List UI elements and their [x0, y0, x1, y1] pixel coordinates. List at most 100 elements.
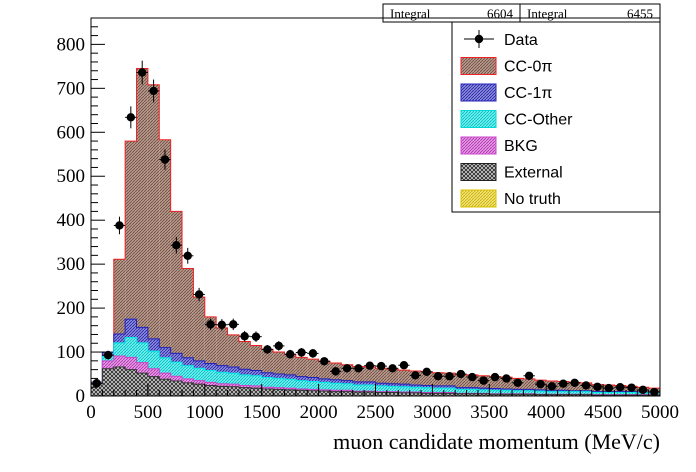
- data-point: [91, 379, 103, 388]
- legend-entry: BKG: [460, 136, 538, 155]
- x-axis-title: muon candidate momentum (MeV/c): [333, 429, 660, 454]
- bar: [466, 393, 478, 396]
- data-marker: [138, 68, 147, 77]
- data-point: [147, 79, 160, 103]
- legend-label: Data: [504, 32, 538, 49]
- data-marker: [547, 382, 557, 391]
- data-point: [386, 364, 399, 373]
- data-point: [398, 361, 410, 370]
- bar: [159, 139, 171, 396]
- bar: [375, 392, 387, 396]
- bar: [512, 394, 524, 396]
- stats-box-1: Integral 6604: [382, 3, 521, 23]
- bar: [273, 389, 285, 396]
- y-tick-label: 200: [57, 298, 86, 319]
- data-point: [500, 374, 513, 383]
- series-outline: [90, 318, 661, 396]
- data-point: [421, 367, 433, 377]
- legend-entry: External: [460, 163, 563, 182]
- bar: [182, 382, 194, 396]
- bar: [500, 377, 513, 396]
- data-marker: [92, 379, 101, 388]
- data-point: [523, 371, 535, 380]
- bar: [307, 381, 319, 396]
- data-point: [125, 106, 137, 129]
- bar: [364, 392, 376, 396]
- data-point: [648, 387, 660, 397]
- series-external: [90, 366, 661, 396]
- bar: [250, 388, 262, 396]
- bar: [443, 373, 456, 396]
- bar: [136, 373, 148, 396]
- legend-swatch: [460, 136, 497, 155]
- data-marker: [536, 379, 545, 389]
- data-marker: [581, 381, 591, 390]
- data-marker: [376, 361, 386, 371]
- data-marker: [342, 364, 352, 373]
- bar: [386, 369, 399, 396]
- data-point: [546, 382, 558, 391]
- bar: [534, 391, 547, 396]
- data-point: [113, 216, 126, 235]
- bar: [170, 381, 183, 396]
- data-marker: [468, 372, 477, 382]
- bar: [386, 392, 399, 396]
- stacked-bars: [90, 68, 661, 397]
- data-marker: [354, 364, 363, 373]
- data-marker: [365, 361, 375, 370]
- data-marker: [456, 369, 466, 379]
- y-tick-label: 100: [57, 342, 86, 363]
- bar: [295, 390, 308, 396]
- data-marker: [297, 348, 306, 357]
- data-point: [432, 372, 444, 381]
- data-marker: [559, 379, 568, 388]
- data-marker: [331, 367, 340, 376]
- bar: [318, 391, 330, 396]
- bar: [125, 369, 137, 396]
- data-marker: [183, 251, 192, 260]
- data-marker: [229, 320, 238, 329]
- data-marker: [650, 387, 659, 397]
- y-tick-label: 300: [57, 254, 86, 275]
- data-marker: [320, 357, 329, 366]
- series-outline: [90, 68, 661, 396]
- bar: [159, 379, 171, 396]
- bar: [261, 388, 274, 396]
- bar: [421, 387, 433, 396]
- legend-entry: Data: [464, 30, 538, 49]
- legend-label: No truth: [504, 191, 561, 208]
- bar: [375, 385, 387, 396]
- x-tick-label: 1500: [243, 402, 281, 423]
- legend-swatch: [460, 110, 497, 128]
- data-marker: [490, 372, 500, 382]
- data-point: [227, 318, 239, 331]
- bar: [352, 392, 365, 396]
- data-point: [182, 247, 194, 264]
- legend-label: CC-1π: [504, 85, 552, 102]
- data-point: [318, 357, 330, 366]
- data-point: [534, 379, 547, 389]
- x-tick-label: 5000: [641, 402, 679, 423]
- data-marker: [251, 332, 261, 341]
- bar: [238, 387, 251, 396]
- data-point: [170, 236, 183, 254]
- data-point: [614, 383, 626, 392]
- data-marker: [240, 332, 249, 341]
- bar: [318, 382, 330, 396]
- data-marker: [217, 320, 227, 329]
- data-marker: [479, 376, 488, 385]
- bar: [568, 382, 581, 396]
- stats-value-1: 6604: [487, 6, 514, 21]
- data-marker: [263, 345, 272, 354]
- data-point: [375, 361, 387, 371]
- y-tick-label: 800: [57, 34, 86, 55]
- bar: [364, 385, 376, 396]
- x-tick-label: 3000: [413, 402, 451, 423]
- legend-entry: CC-1π: [460, 83, 552, 102]
- data-point: [284, 349, 296, 359]
- data-point: [216, 319, 228, 331]
- x-tick-label: 4500: [584, 402, 622, 423]
- bar: [227, 386, 239, 396]
- data-marker: [115, 221, 124, 230]
